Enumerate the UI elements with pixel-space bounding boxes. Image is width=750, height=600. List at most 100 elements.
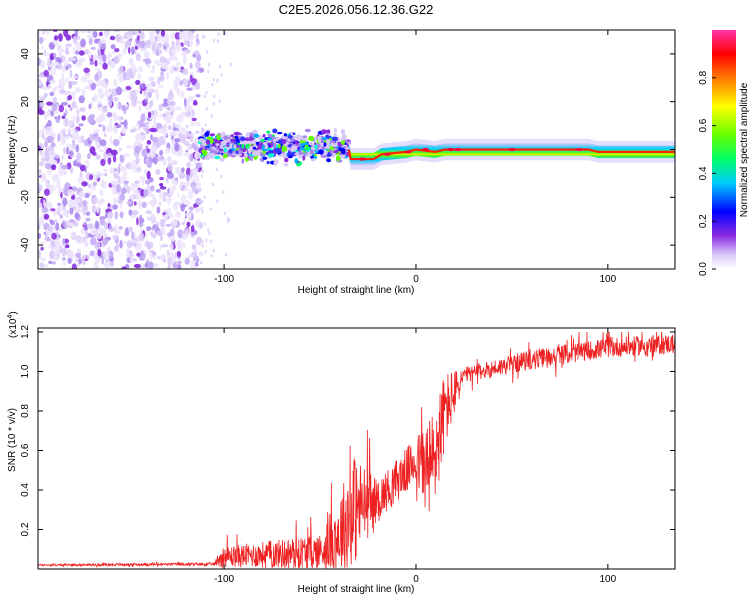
noise-speck <box>208 231 211 236</box>
spectrogram-panel: -100 0 100 -40 -20 0 20 40 Height of straight … <box>7 29 676 296</box>
colorbar-ticks: 0.0 0.2 0.4 0.6 0.8 <box>698 70 716 276</box>
noise-speck <box>98 124 103 128</box>
band-speck <box>308 135 315 142</box>
noise-speck <box>147 91 153 98</box>
noise-speck <box>45 181 50 190</box>
noise-speck <box>157 42 163 48</box>
band-speck <box>215 143 220 146</box>
noise-speck <box>223 211 226 216</box>
band-speck <box>202 149 205 155</box>
noise-speck <box>90 46 96 51</box>
noise-speck <box>48 63 55 68</box>
noise-speck <box>89 174 94 181</box>
band-speck <box>328 133 332 136</box>
band-speck <box>228 148 234 154</box>
noise-speck <box>55 118 60 124</box>
noise-speck <box>126 248 131 254</box>
noise-speck <box>58 168 64 177</box>
noise-speck <box>203 222 206 226</box>
noise-speck <box>62 248 66 257</box>
noise-speck <box>44 92 48 97</box>
band-speck <box>335 155 341 162</box>
noise-speck <box>115 243 121 248</box>
band-speck <box>253 133 259 138</box>
noise-speck <box>126 68 133 76</box>
noise-speck <box>100 181 108 189</box>
noise-speck <box>112 139 120 147</box>
noise-speck <box>121 187 127 194</box>
noise-speck <box>97 100 102 105</box>
band-speck <box>295 134 303 140</box>
y-tick-label: 0 <box>20 146 31 152</box>
noise-speck <box>199 222 203 229</box>
band-speck <box>311 146 314 150</box>
noise-speck <box>169 228 175 237</box>
band-speck <box>284 157 289 163</box>
noise-speck <box>148 128 156 132</box>
noise-speck <box>139 31 145 40</box>
noise-speck <box>197 178 200 183</box>
noise-speck <box>112 235 119 240</box>
noise-speck <box>51 232 57 240</box>
noise-speck <box>40 157 48 162</box>
noise-speck <box>75 115 80 124</box>
noise-speck <box>102 106 108 113</box>
noise-speck <box>55 175 59 181</box>
noise-speck <box>130 183 135 192</box>
noise-speck <box>180 127 187 135</box>
band-speck <box>217 153 222 157</box>
noise-speck <box>61 72 65 81</box>
noise-speck <box>114 230 122 235</box>
noise-speck <box>50 220 55 226</box>
noise-speck <box>125 85 132 91</box>
noise-speck <box>147 241 154 249</box>
band-speck <box>245 144 250 149</box>
noise-speck <box>211 82 214 87</box>
band-speck <box>330 146 334 151</box>
noise-speck <box>45 30 50 36</box>
noise-speck <box>85 211 91 216</box>
noise-speck <box>121 266 127 269</box>
noise-speck <box>70 81 78 86</box>
noise-speck <box>44 150 50 159</box>
noise-speck <box>84 85 92 90</box>
noise-speck <box>96 116 103 124</box>
noise-speck <box>104 89 110 97</box>
noise-speck <box>69 143 73 149</box>
noise-speck <box>165 213 168 221</box>
noise-speck <box>207 228 210 232</box>
noise-speck <box>72 35 78 45</box>
noise-speck <box>42 199 46 207</box>
bottom-x-axis-label: Height of straight line (km) <box>298 584 415 595</box>
band-speck <box>273 142 277 149</box>
noise-speck <box>183 42 190 46</box>
noise-speck <box>133 189 140 196</box>
noise-speck <box>215 199 219 203</box>
noise-speck <box>44 140 48 148</box>
noise-speck <box>109 224 112 230</box>
noise-speck <box>38 30 41 38</box>
noise-speck <box>56 44 63 53</box>
noise-speck <box>183 188 190 192</box>
noise-speck <box>175 66 182 73</box>
noise-speck <box>70 166 74 174</box>
noise-speck <box>86 73 90 79</box>
noise-speck <box>85 230 89 240</box>
noise-speck <box>98 149 105 153</box>
noise-speck <box>135 241 141 249</box>
noise-speck <box>49 79 56 84</box>
noise-speck <box>79 107 86 112</box>
noise-speck <box>174 85 178 91</box>
noise-speck <box>190 260 198 263</box>
noise-speck <box>62 238 66 246</box>
noise-speck <box>145 210 152 214</box>
noise-speck <box>87 30 90 34</box>
noise-speck <box>52 67 57 72</box>
noise-speck <box>183 78 189 87</box>
band-speck <box>332 144 338 147</box>
noise-speck <box>44 162 52 170</box>
noise-speck <box>93 174 98 182</box>
noise-speck <box>49 69 53 73</box>
noise-speck <box>129 214 137 218</box>
band-speck <box>323 142 327 147</box>
